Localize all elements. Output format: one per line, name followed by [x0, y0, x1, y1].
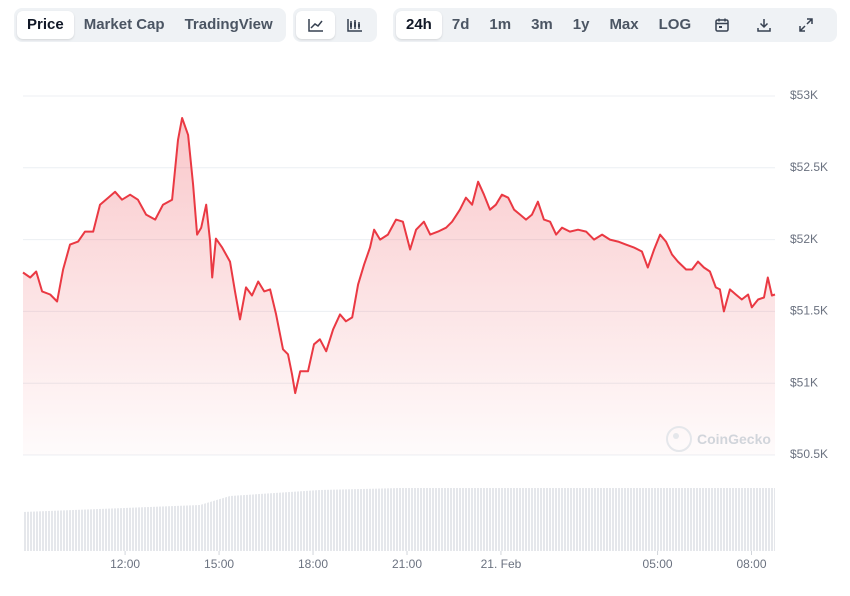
watermark-logo	[666, 426, 692, 452]
candle-chart-button[interactable]	[335, 11, 374, 39]
line-icon	[307, 19, 323, 32]
plot	[22, 117, 776, 455]
watermark: CoinGecko	[666, 426, 771, 452]
tab[interactable]: TradingView	[184, 16, 273, 33]
price-line	[22, 117, 776, 395]
y-tick-label: $53K	[790, 88, 818, 102]
volume-area	[23, 488, 775, 551]
calendar-icon	[715, 18, 729, 32]
x-tick-label: 12:00	[110, 557, 140, 571]
price-area	[23, 118, 775, 455]
y-tick-label: $51K	[790, 375, 818, 389]
y-tick-label: $52.5K	[790, 160, 828, 174]
range-tabs: 24h 7d 1m 3m 1y Max LOG	[393, 8, 837, 42]
range[interactable]: 1m	[489, 16, 512, 33]
range[interactable]: 7d	[451, 16, 470, 33]
fullscreen-button[interactable]	[785, 11, 827, 39]
download-icon	[757, 19, 771, 32]
tab[interactable]: Market Cap	[83, 16, 165, 33]
x-tick-label: 08:00	[736, 557, 766, 571]
x-tick-label: 15:00	[204, 557, 234, 571]
line-chart-button[interactable]	[296, 11, 335, 39]
watermark-text: CoinGecko	[697, 431, 771, 447]
y-tick-label: $52K	[790, 232, 818, 246]
log-toggle[interactable]: LOG	[658, 16, 692, 33]
calendar-button[interactable]	[701, 11, 743, 39]
candle-icon	[346, 19, 362, 32]
download-button[interactable]	[743, 11, 785, 39]
range[interactable]: 3m	[531, 16, 553, 33]
y-tick-label: $51.5K	[790, 304, 828, 318]
range[interactable]: Max	[609, 16, 639, 33]
tab[interactable]: Price	[17, 11, 74, 39]
x-tick-label: 05:00	[643, 557, 673, 571]
range[interactable]: 24h	[396, 11, 442, 39]
expand-icon	[799, 18, 813, 32]
view-tabs: Price Market Cap TradingView	[14, 8, 286, 42]
x-tick-label: 18:00	[298, 557, 328, 571]
range[interactable]: 1y	[572, 16, 590, 33]
y-tick-label: $50.5K	[790, 447, 828, 461]
chart-type-tabs	[293, 8, 377, 42]
x-tick-label: 21. Feb	[481, 557, 522, 571]
x-tick-label: 21:00	[392, 557, 422, 571]
